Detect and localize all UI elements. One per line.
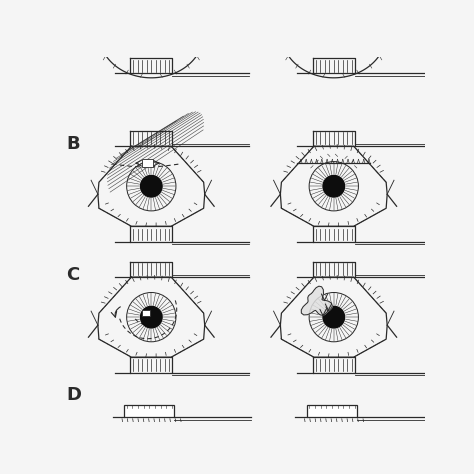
- Text: B: B: [66, 135, 80, 153]
- Bar: [307, 405, 357, 417]
- Circle shape: [323, 306, 345, 328]
- Bar: [124, 405, 174, 417]
- Circle shape: [140, 175, 162, 197]
- Bar: [142, 310, 150, 316]
- Circle shape: [140, 306, 162, 328]
- Text: C: C: [66, 266, 80, 284]
- Polygon shape: [301, 286, 332, 315]
- Text: D: D: [66, 386, 82, 404]
- Circle shape: [323, 175, 345, 197]
- Bar: [142, 159, 153, 167]
